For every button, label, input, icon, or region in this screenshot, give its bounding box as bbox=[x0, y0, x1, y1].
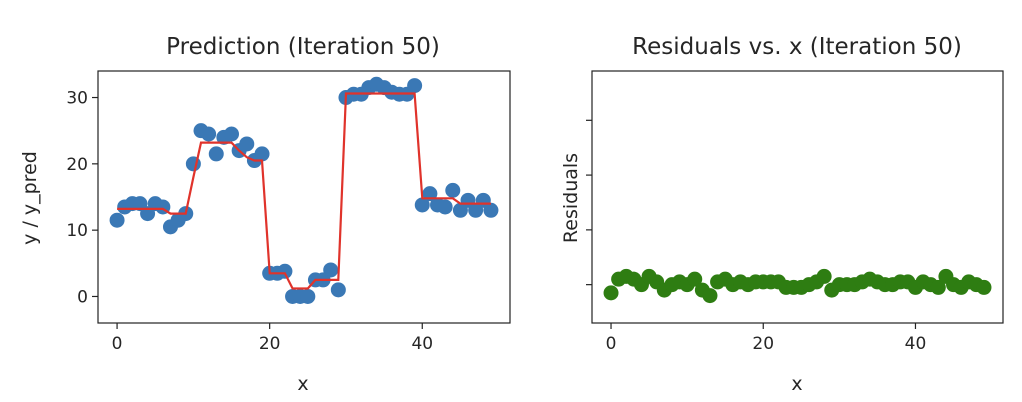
y-point bbox=[483, 202, 499, 218]
y-point bbox=[414, 197, 430, 213]
y-point bbox=[239, 136, 255, 152]
residuals-chart: Residuals vs. x (Iteration 50) x Residua… bbox=[560, 34, 1004, 395]
residuals-point bbox=[930, 279, 946, 295]
y-point bbox=[254, 146, 270, 162]
y_pred-line bbox=[117, 92, 491, 290]
y-tick-label: 0 bbox=[77, 287, 88, 307]
y-point bbox=[109, 212, 125, 228]
y-tick-label: 10 bbox=[66, 221, 88, 241]
x-tick-label: 0 bbox=[112, 334, 123, 354]
y-point bbox=[323, 262, 339, 278]
residuals-point bbox=[702, 288, 718, 304]
x-tick-label: 40 bbox=[905, 334, 927, 354]
y-tick-label: 20 bbox=[66, 155, 88, 175]
residuals-chart-ylabel: Residuals bbox=[560, 153, 582, 243]
prediction-chart-title: Prediction (Iteration 50) bbox=[166, 34, 440, 60]
x-tick-label: 20 bbox=[752, 334, 774, 354]
residuals-chart-xlabel: x bbox=[791, 373, 802, 395]
prediction-plot-area: 0 20 40 0 10 20 30 bbox=[66, 70, 511, 354]
plot-frame bbox=[591, 70, 1004, 324]
y-point bbox=[437, 199, 453, 215]
residuals-point bbox=[687, 271, 703, 287]
residuals-point bbox=[603, 285, 619, 301]
prediction-chart-xlabel: x bbox=[297, 373, 308, 395]
residuals-point bbox=[976, 279, 992, 295]
prediction-chart: Prediction (Iteration 50) x y / y_pred 0… bbox=[19, 34, 511, 395]
y-point bbox=[330, 282, 346, 298]
y-point bbox=[277, 263, 293, 279]
prediction-chart-ylabel: y / y_pred bbox=[19, 151, 41, 245]
x-tick-label: 20 bbox=[259, 334, 281, 354]
y-point bbox=[224, 126, 240, 142]
residuals-point bbox=[816, 268, 832, 284]
y-point bbox=[185, 156, 201, 172]
x-tick-label: 0 bbox=[606, 334, 617, 354]
residuals-chart-title: Residuals vs. x (Iteration 50) bbox=[632, 34, 962, 60]
y-point bbox=[445, 182, 461, 198]
x-tick-label: 40 bbox=[411, 334, 433, 354]
y-point bbox=[300, 288, 316, 304]
y-point bbox=[201, 126, 217, 142]
residuals-plot-area: 0 20 40 bbox=[586, 70, 1004, 354]
y-tick-label: 30 bbox=[66, 89, 88, 109]
plot-frame bbox=[97, 70, 511, 324]
y-point bbox=[208, 146, 224, 162]
y-point bbox=[407, 78, 423, 94]
